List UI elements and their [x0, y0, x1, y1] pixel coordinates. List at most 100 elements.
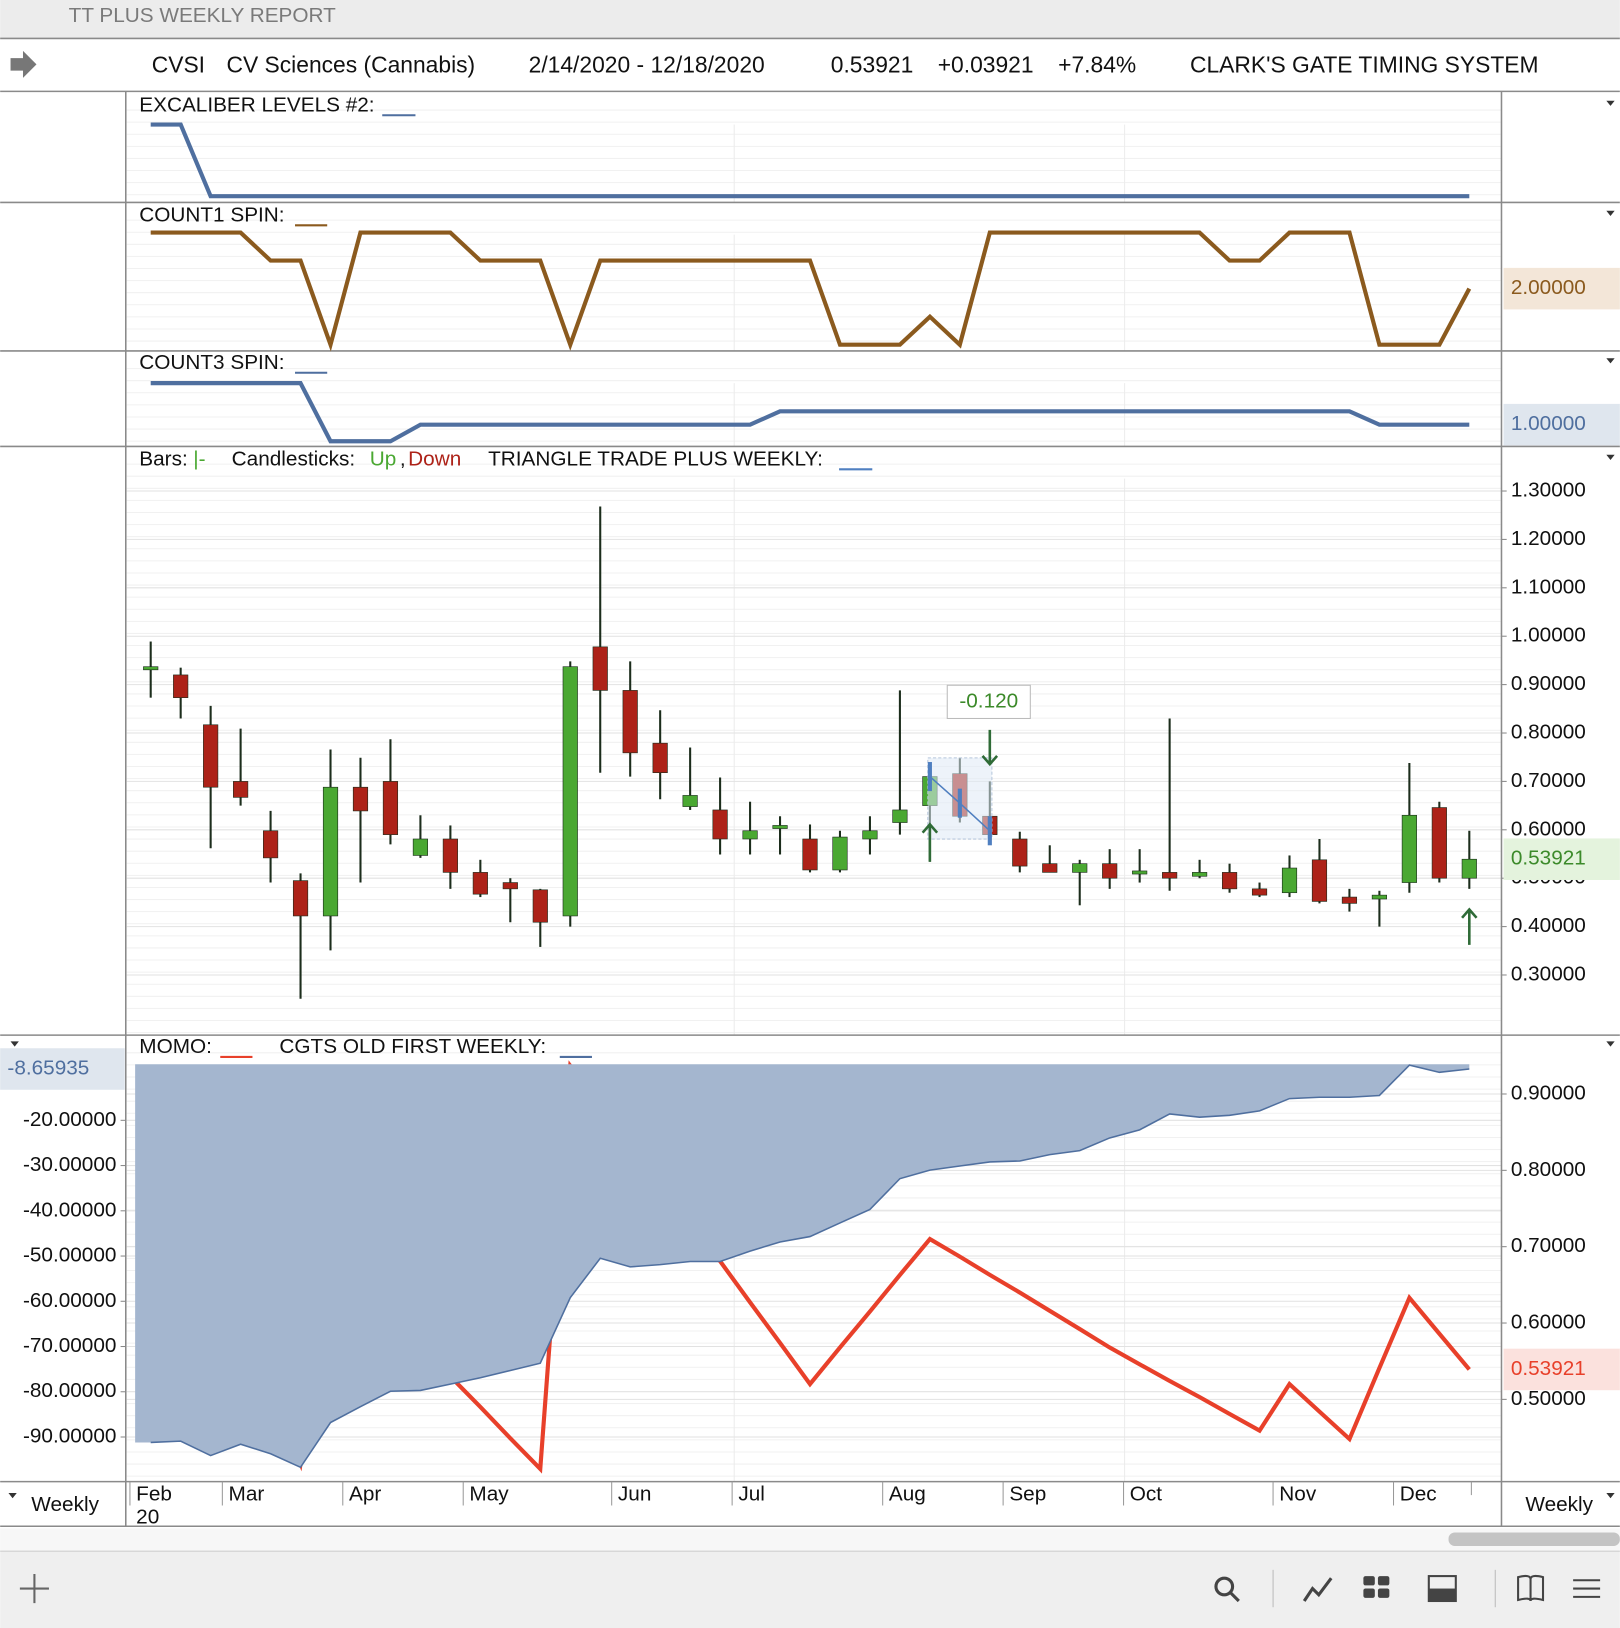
candle-body: [352, 786, 369, 812]
candle-body: [262, 830, 279, 859]
y-tick-label: 0.70000: [1511, 1234, 1586, 1257]
series-line: [150, 1064, 1470, 1469]
y-tick-label: -90.00000: [23, 1424, 116, 1447]
toolbar-icons: [1214, 1569, 1601, 1608]
period-selector[interactable]: Weekly: [1525, 1493, 1593, 1516]
y-tick-label: -40.00000: [23, 1198, 116, 1221]
legend-label: Bars:: [139, 447, 187, 470]
candle-body: [1371, 894, 1387, 900]
search-icon[interactable]: [1229, 1591, 1240, 1603]
candle-body: [1311, 859, 1328, 902]
candle-body: [802, 838, 818, 871]
candle-body: [1102, 863, 1118, 879]
grid-icon[interactable]: [1377, 1588, 1390, 1598]
period-selector[interactable]: Weekly: [31, 1493, 99, 1516]
grid-icon[interactable]: [1377, 1576, 1390, 1586]
legend-label: TRIANGLE TRADE PLUS WEEKLY:: [488, 447, 823, 470]
last-price: 0.53921: [831, 51, 914, 77]
candle-body: [742, 830, 758, 840]
candle-body: [652, 742, 668, 774]
price-change: +0.03921: [938, 51, 1034, 77]
candle-body: [173, 674, 189, 698]
x-tick-label: Jun: [618, 1483, 651, 1506]
x-tick-label: Oct: [1130, 1483, 1163, 1506]
x-tick-label: Sep: [1009, 1483, 1046, 1506]
x-tick-label: May: [469, 1483, 509, 1506]
legend-label: COUNT1 SPIN:: [139, 203, 284, 226]
panel-icon[interactable]: [1428, 1588, 1456, 1602]
legend-label: COUNT3 SPIN:: [139, 351, 284, 374]
current-value-box: [1503, 403, 1620, 446]
signal-arrow: [981, 729, 999, 767]
candle-body: [1461, 858, 1477, 879]
y-tick-label: -50.00000: [23, 1244, 116, 1267]
y-tick-label: 0.30000: [1511, 962, 1586, 985]
series-line: [150, 230, 1472, 352]
candle-body: [1431, 807, 1447, 879]
candle-body: [1281, 867, 1298, 894]
current-value-box: [0, 1048, 125, 1090]
candle-body: [1192, 872, 1208, 877]
candle-body: [682, 795, 698, 807]
candle-body: [203, 724, 219, 788]
candle-body: [442, 838, 458, 873]
y-tick-label: 0.60000: [1511, 817, 1586, 840]
search-icon[interactable]: [1214, 1576, 1235, 1597]
candle-body: [1132, 870, 1148, 875]
current-value-box: [1503, 838, 1620, 880]
legend-label: Candlesticks:: [232, 447, 355, 470]
signal-arrow: [1461, 907, 1478, 945]
grid-icon[interactable]: [1363, 1576, 1375, 1586]
book-icon[interactable]: [1517, 1574, 1545, 1602]
date-range: 2/14/2020 - 12/18/2020: [529, 51, 765, 77]
candle-body: [382, 781, 399, 835]
y-tick-label: 1.20000: [1511, 527, 1586, 550]
current-value-label: 1.00000: [1511, 412, 1586, 435]
candle-body: [1012, 838, 1028, 867]
current-value-label: 2.00000: [1511, 276, 1586, 299]
triangle-line: [929, 775, 991, 832]
y-tick-label: 0.90000: [1511, 672, 1586, 695]
candle-body: [712, 809, 728, 840]
y-tick-label: 0.70000: [1511, 769, 1586, 792]
candle-body: [562, 666, 578, 917]
x-tick-label: Aug: [889, 1483, 926, 1506]
candle-body: [1042, 863, 1058, 873]
scrollbar-thumb[interactable]: [1448, 1532, 1620, 1546]
y-tick-label: 0.40000: [1511, 914, 1586, 937]
x-tick-label: Apr: [349, 1483, 381, 1506]
window-title: TT PLUS WEEKLY REPORT: [69, 4, 336, 27]
y-tick-label: -70.00000: [23, 1334, 116, 1357]
candle-body: [292, 880, 309, 917]
current-value-box: [1503, 1348, 1620, 1391]
current-value-label: -8.65935: [7, 1056, 89, 1079]
x-tick-label: Dec: [1400, 1483, 1437, 1506]
title-bar: [0, 0, 1620, 39]
x-tick-label: Mar: [229, 1483, 265, 1506]
candle-body: [502, 882, 518, 890]
legend-label: Down: [408, 447, 461, 470]
current-value-label: 0.53921: [1511, 847, 1586, 870]
candle-body: [143, 666, 159, 671]
y-tick-label: -30.00000: [23, 1153, 116, 1176]
chart-icon[interactable]: [1302, 1577, 1333, 1602]
legend-label: Up: [370, 447, 397, 470]
candle-body: [772, 825, 788, 829]
grid-icon[interactable]: [1363, 1588, 1375, 1598]
annotation-label: -0.120: [959, 689, 1018, 712]
menu-icon[interactable]: [1573, 1579, 1601, 1598]
percent-change: +7.84%: [1058, 51, 1136, 77]
candle-body: [322, 786, 339, 917]
legend-swatch: |-: [193, 447, 205, 470]
candle-body: [412, 838, 428, 856]
scrollbar-track: [0, 1528, 1620, 1552]
x-year-label: 20: [136, 1505, 159, 1528]
series-line: [150, 381, 1470, 444]
legend-label: CGTS OLD FIRST WEEKLY:: [279, 1035, 546, 1058]
y-tick-label: 0.80000: [1511, 1158, 1586, 1181]
add-button[interactable]: [19, 1574, 49, 1604]
y-tick-label: -20.00000: [23, 1108, 116, 1131]
arrow-icon[interactable]: [10, 50, 37, 78]
layout-icons: [1363, 1575, 1457, 1603]
